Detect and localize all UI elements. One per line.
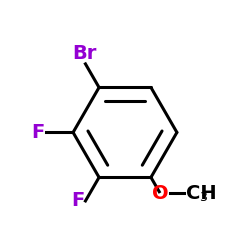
Text: F: F xyxy=(71,192,84,210)
Text: 3: 3 xyxy=(200,192,207,204)
Text: CH: CH xyxy=(186,184,217,203)
Text: F: F xyxy=(32,123,45,142)
Text: O: O xyxy=(152,184,168,203)
Text: Br: Br xyxy=(73,44,97,63)
